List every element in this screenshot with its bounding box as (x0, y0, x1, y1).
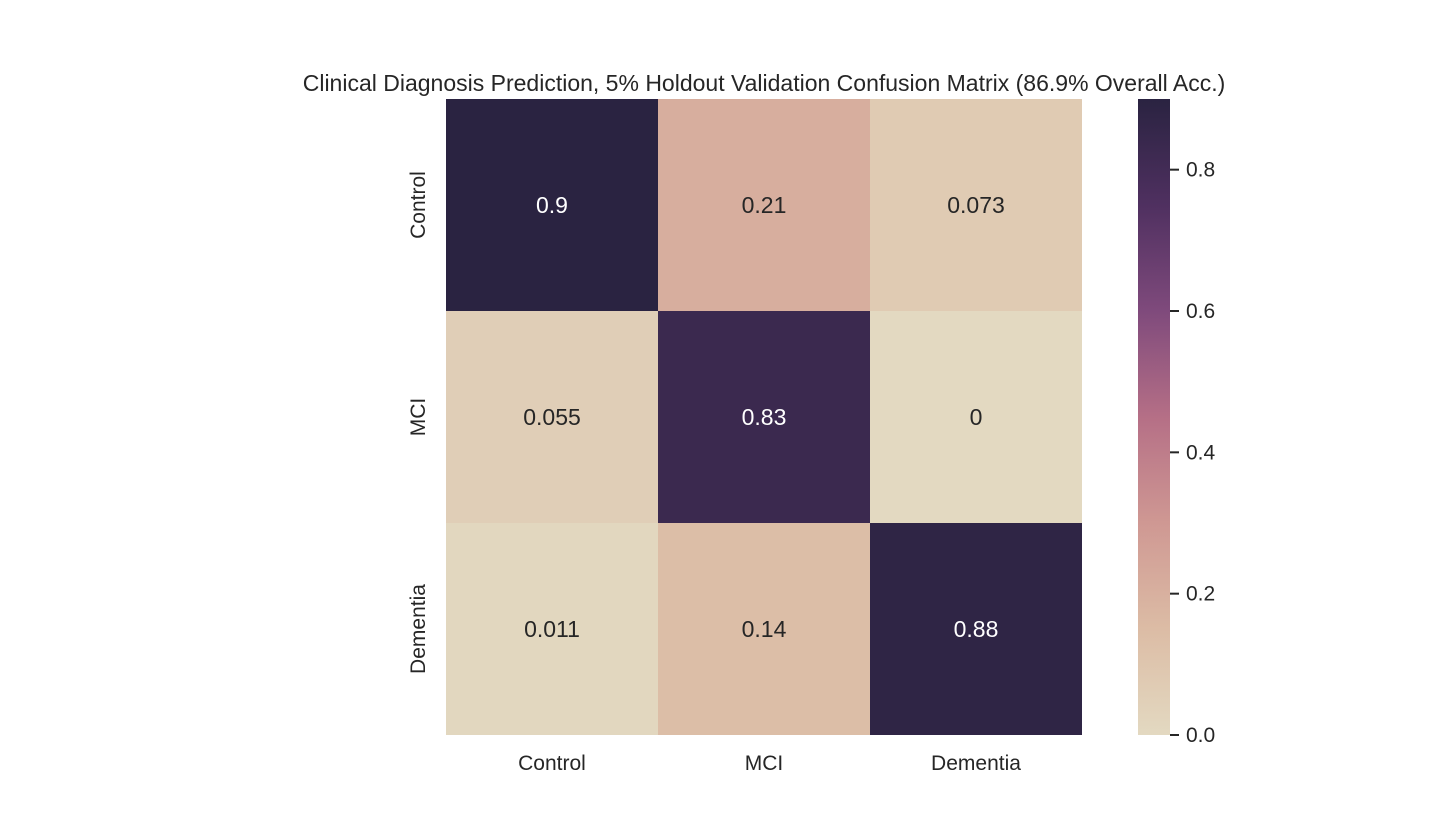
x-tick-label: Dementia (931, 752, 1021, 775)
heatmap-cell (658, 99, 870, 311)
cell-value-label: 0.21 (742, 192, 787, 218)
heatmap-cell (446, 311, 658, 523)
chart-title: Clinical Diagnosis Prediction, 5% Holdou… (303, 70, 1226, 96)
colorbar-ticks: 0.0 0.2 0.4 0.6 0.8 (1170, 159, 1216, 747)
cell-value-label: 0.011 (524, 616, 580, 642)
heatmap-cell (446, 99, 658, 311)
heatmap-cell (870, 523, 1082, 735)
cell-value-label: 0.9 (536, 192, 568, 218)
cell-value-label: 0.073 (947, 192, 1005, 218)
heatmap-cell (870, 99, 1082, 311)
heatmap-cells: 0.9 0.21 0.073 0.055 0.83 0 0.011 0.14 0.88 (446, 99, 1082, 735)
x-tick-label: Control (518, 752, 586, 775)
y-tick-label: MCI (407, 398, 430, 437)
cell-value-label: 0.88 (954, 616, 999, 642)
cell-value-label: 0.055 (523, 404, 581, 430)
colorbar-tick-label: 0.4 (1186, 441, 1216, 464)
x-axis-tick-labels: Control MCI Dementia (518, 752, 1021, 775)
colorbar-tick-label: 0.0 (1186, 724, 1215, 747)
colorbar-gradient (1138, 99, 1170, 735)
colorbar-tick-label: 0.6 (1186, 300, 1215, 323)
y-tick-label: Control (407, 171, 430, 239)
heatmap-cell (446, 523, 658, 735)
cell-value-label: 0.83 (742, 404, 787, 430)
colorbar-tick-label: 0.8 (1186, 159, 1215, 182)
y-axis-tick-labels: Control MCI Dementia (407, 171, 430, 674)
y-tick-label: Dementia (407, 584, 430, 674)
x-tick-label: MCI (745, 752, 784, 775)
cell-value-label: 0.14 (742, 616, 787, 642)
colorbar: 0.0 0.2 0.4 0.6 0.8 (1138, 99, 1216, 747)
heatmap-cell (658, 523, 870, 735)
cell-value-label: 0 (970, 404, 983, 430)
colorbar-tick-label: 0.2 (1186, 583, 1215, 606)
heatmap-cell (658, 311, 870, 523)
heatmap-cell (870, 311, 1082, 523)
